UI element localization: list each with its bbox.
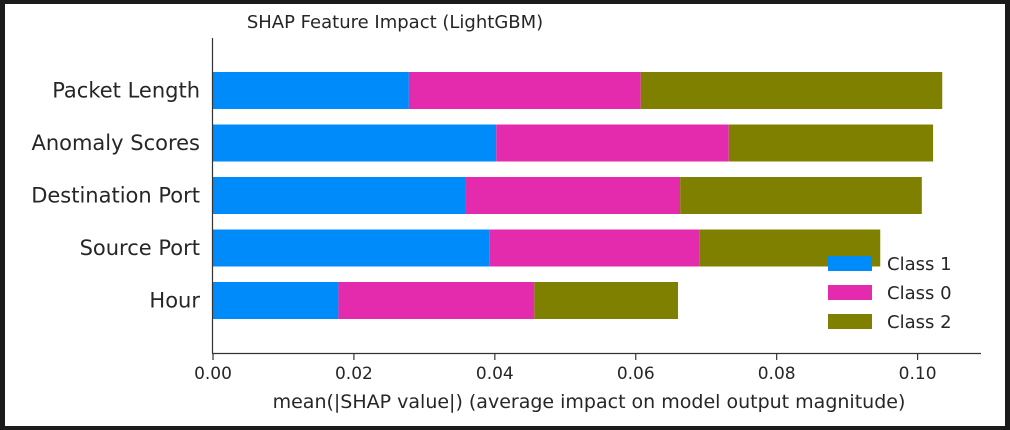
bar-class-2-anomaly-scores [728,124,934,162]
x-tick-label: 0.00 [194,364,232,384]
bars-group [213,72,943,319]
y-tick-label: Destination Port [31,184,200,208]
y-tick-label: Anomaly Scores [31,131,200,155]
bar-class-2-destination-port [680,177,922,214]
chart-figure: SHAP Feature Impact (LightGBM) Packet Le… [5,4,1005,426]
y-tick-label: Source Port [80,236,200,260]
x-tick-label: 0.10 [899,364,937,384]
x-tick-label: 0.06 [617,364,655,384]
legend-label: Class 2 [887,312,952,333]
x-tick-label: 0.02 [335,364,373,384]
bar-class-1-anomaly-scores [213,124,497,162]
x-axis-ticks: 0.00 0.02 0.04 0.06 0.08 0.10 [194,353,937,384]
legend-swatch [828,314,872,329]
bar-class-0-destination-port [465,177,681,214]
bar-class-1-hour [213,282,339,319]
legend-swatch [828,285,872,300]
legend-label: Class 1 [887,254,952,275]
axes-group [211,38,981,355]
bar-class-1-packet-length [213,72,409,109]
bar-class-1-source-port [213,229,490,267]
legend: Class 1 Class 0 Class 2 [828,254,952,333]
y-tick-label: Packet Length [52,79,200,103]
chart-title: SHAP Feature Impact (LightGBM) [247,12,543,33]
bar-class-0-packet-length [408,72,641,109]
x-axis-label: mean(|SHAP value|) (average impact on mo… [273,391,906,413]
bar-class-0-anomaly-scores [496,124,729,162]
shap-bar-chart: SHAP Feature Impact (LightGBM) Packet Le… [31,12,981,413]
bar-class-2-hour [534,282,679,319]
legend-swatch [828,256,872,271]
y-axis-labels: Packet Length Anomaly Scores Destination P… [31,79,200,313]
legend-label: Class 0 [887,283,952,304]
bar-class-0-source-port [489,229,700,267]
x-tick-label: 0.08 [758,364,796,384]
bar-class-2-packet-length [640,72,943,109]
bar-class-0-hour [338,282,535,319]
x-tick-label: 0.04 [476,364,514,384]
bar-class-1-destination-port [213,177,466,214]
y-tick-label: Hour [149,289,200,313]
